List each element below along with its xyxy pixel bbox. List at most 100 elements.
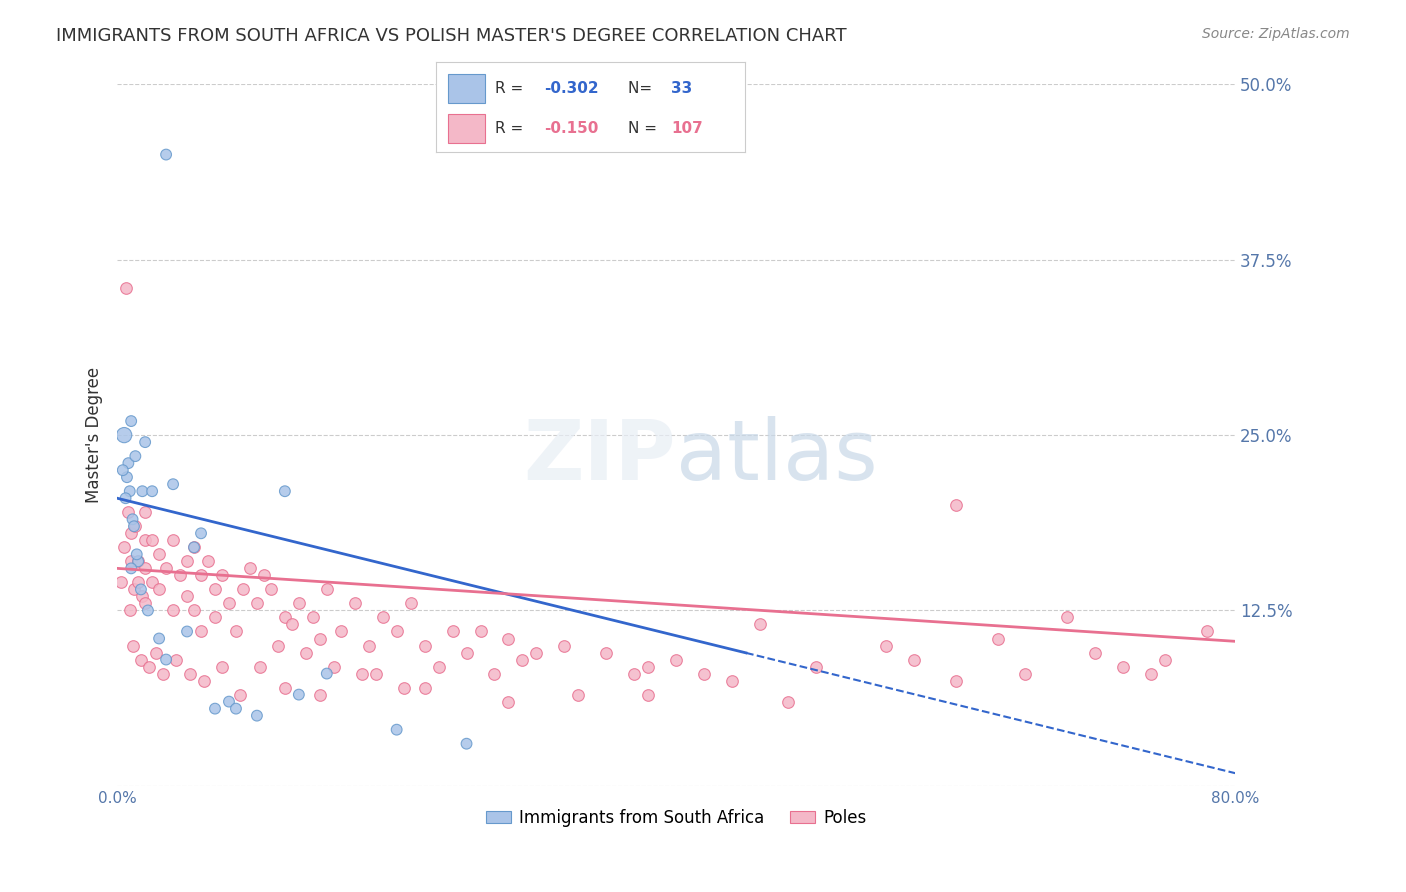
Point xyxy=(176,590,198,604)
Point xyxy=(162,603,184,617)
Point xyxy=(288,596,311,610)
Point xyxy=(155,561,177,575)
Point xyxy=(114,281,136,295)
Point xyxy=(134,561,156,575)
Point xyxy=(127,554,149,568)
Point xyxy=(204,701,226,715)
Point xyxy=(512,652,534,666)
Point xyxy=(343,596,366,610)
Point xyxy=(110,575,132,590)
Point xyxy=(350,666,373,681)
Point xyxy=(665,652,688,666)
Point xyxy=(288,688,311,702)
Point xyxy=(567,688,589,702)
Point xyxy=(129,582,152,597)
Point xyxy=(315,582,337,597)
Point xyxy=(134,596,156,610)
Point xyxy=(274,610,297,624)
Point xyxy=(281,617,304,632)
Point xyxy=(117,505,139,519)
Point xyxy=(155,652,177,666)
Point xyxy=(498,695,520,709)
Point xyxy=(125,547,148,561)
Point xyxy=(322,659,344,673)
Point xyxy=(470,624,492,639)
Point xyxy=(197,554,219,568)
Point xyxy=(162,533,184,548)
Point xyxy=(134,505,156,519)
Point xyxy=(249,659,271,673)
Point xyxy=(134,533,156,548)
Point xyxy=(120,561,142,575)
Point xyxy=(526,646,548,660)
Point xyxy=(553,639,575,653)
Point xyxy=(183,541,205,555)
Point xyxy=(357,639,380,653)
Point xyxy=(127,575,149,590)
Point xyxy=(776,695,799,709)
Point xyxy=(385,624,408,639)
Point xyxy=(329,624,352,639)
Point xyxy=(155,147,177,161)
Point xyxy=(721,673,744,688)
Point xyxy=(986,632,1008,646)
Bar xyxy=(449,114,485,143)
Point xyxy=(148,547,170,561)
Point xyxy=(364,666,387,681)
Y-axis label: Master's Degree: Master's Degree xyxy=(86,367,103,503)
Text: atlas: atlas xyxy=(676,416,877,497)
Text: -0.302: -0.302 xyxy=(544,81,599,95)
Point xyxy=(193,673,215,688)
Point xyxy=(1084,646,1107,660)
Point xyxy=(267,639,290,653)
Point xyxy=(145,646,167,660)
Point xyxy=(211,659,233,673)
Point xyxy=(141,533,163,548)
Point xyxy=(484,666,506,681)
Point xyxy=(162,477,184,491)
Point xyxy=(122,519,145,533)
Point xyxy=(246,596,269,610)
Point xyxy=(308,632,330,646)
Point xyxy=(274,681,297,695)
Point xyxy=(138,659,160,673)
Point xyxy=(131,484,153,499)
Text: N =: N = xyxy=(627,121,661,136)
Point xyxy=(112,541,135,555)
Point xyxy=(875,639,897,653)
Point xyxy=(183,603,205,617)
Point xyxy=(413,639,436,653)
Point xyxy=(120,414,142,428)
Point xyxy=(134,435,156,450)
Point xyxy=(176,554,198,568)
Point xyxy=(1112,659,1135,673)
Point xyxy=(239,561,262,575)
Point xyxy=(117,456,139,470)
Point xyxy=(112,428,135,442)
Point xyxy=(441,624,464,639)
Point xyxy=(136,603,159,617)
Point xyxy=(749,617,772,632)
Point xyxy=(637,688,659,702)
Point xyxy=(595,646,617,660)
Point xyxy=(274,484,297,499)
Point xyxy=(190,624,212,639)
Point xyxy=(229,688,252,702)
Point xyxy=(114,491,136,506)
Point xyxy=(183,541,205,555)
Text: Source: ZipAtlas.com: Source: ZipAtlas.com xyxy=(1202,27,1350,41)
Point xyxy=(498,632,520,646)
Point xyxy=(945,498,967,512)
Text: R =: R = xyxy=(495,121,527,136)
Point xyxy=(456,737,478,751)
Text: 33: 33 xyxy=(671,81,692,95)
Point xyxy=(1197,624,1219,639)
Point xyxy=(118,484,141,499)
Point xyxy=(308,688,330,702)
Point xyxy=(427,659,450,673)
Text: 107: 107 xyxy=(671,121,703,136)
Point xyxy=(141,575,163,590)
Point xyxy=(246,708,269,723)
Point xyxy=(371,610,394,624)
Point xyxy=(225,624,247,639)
